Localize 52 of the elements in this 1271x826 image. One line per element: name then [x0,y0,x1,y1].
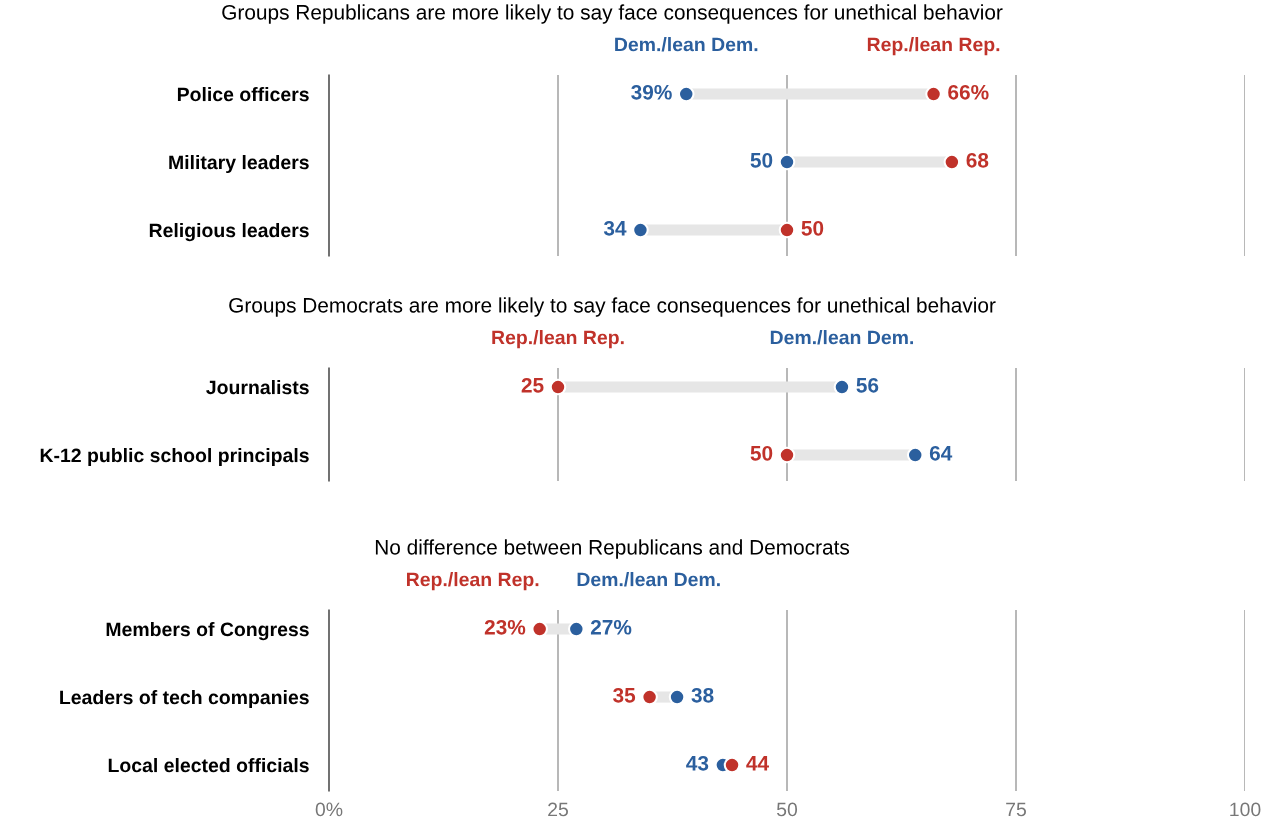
point [641,688,658,706]
x-tick-label: 100 [1230,802,1261,817]
y-tick-label: Leaders of tech companies [60,689,309,709]
x-tick-label: 75 [1006,802,1026,817]
x-tick-label: 0% [315,802,343,817]
y-tick-label: Members of Congress [106,621,309,641]
point [778,153,796,171]
data-label: 50 [801,220,824,236]
data-label: 44 [746,756,769,771]
text: Rep./lean Rep. [492,330,624,349]
data-label: 50 [750,152,773,168]
chart-title: Groups Republicans are more likely to say face consequences for unethical behavior [222,4,1003,24]
data-label: 56 [856,377,879,393]
chart-title: No difference between Republicans and Democrats [375,539,850,559]
point [568,620,585,638]
data-label: 34 [603,220,627,236]
series-label: Dem./lean Dem. [577,572,720,587]
point [723,756,741,774]
data-label: 35 [613,687,636,703]
y-tick-label: K-12 public school principals [40,447,309,467]
y-tick-label: Police officers [177,86,309,102]
point [833,378,851,396]
y-tick-label: Religious leaders [149,222,309,242]
point [668,688,686,706]
point [906,446,924,464]
x-tick-label: 50 [776,802,798,817]
data-label: 66% [948,84,989,100]
data-label: 23% [484,619,526,635]
series-label: Rep./lean Rep. [407,572,539,591]
y-tick-label: Local elected officials [108,757,309,773]
point [632,221,649,239]
data-label: 43 [686,755,709,771]
data-label: 64 [929,445,953,461]
point [778,446,796,464]
point [943,153,961,171]
x-tick-label: 25 [548,802,568,817]
data-label: 27% [590,619,632,635]
point [531,620,548,638]
point [549,378,567,396]
y-tick-label: Military leaders [169,154,309,174]
point [778,221,796,239]
text: Rep./lean Rep. [867,37,1000,56]
data-label: 50 [750,445,773,461]
data-label: 25 [521,377,544,393]
data-label: 38 [691,687,714,703]
data-label: 39% [631,84,672,100]
data-label: 68 [966,152,989,168]
text: Dem./lean Dem. [615,37,758,52]
point [925,85,942,103]
y-tick-label: Journalists [206,379,309,395]
chart-title: Groups Democrats are more likely to say face consequences for unethical behavior [229,297,996,317]
text: Dem./lean Dem. [770,330,914,345]
